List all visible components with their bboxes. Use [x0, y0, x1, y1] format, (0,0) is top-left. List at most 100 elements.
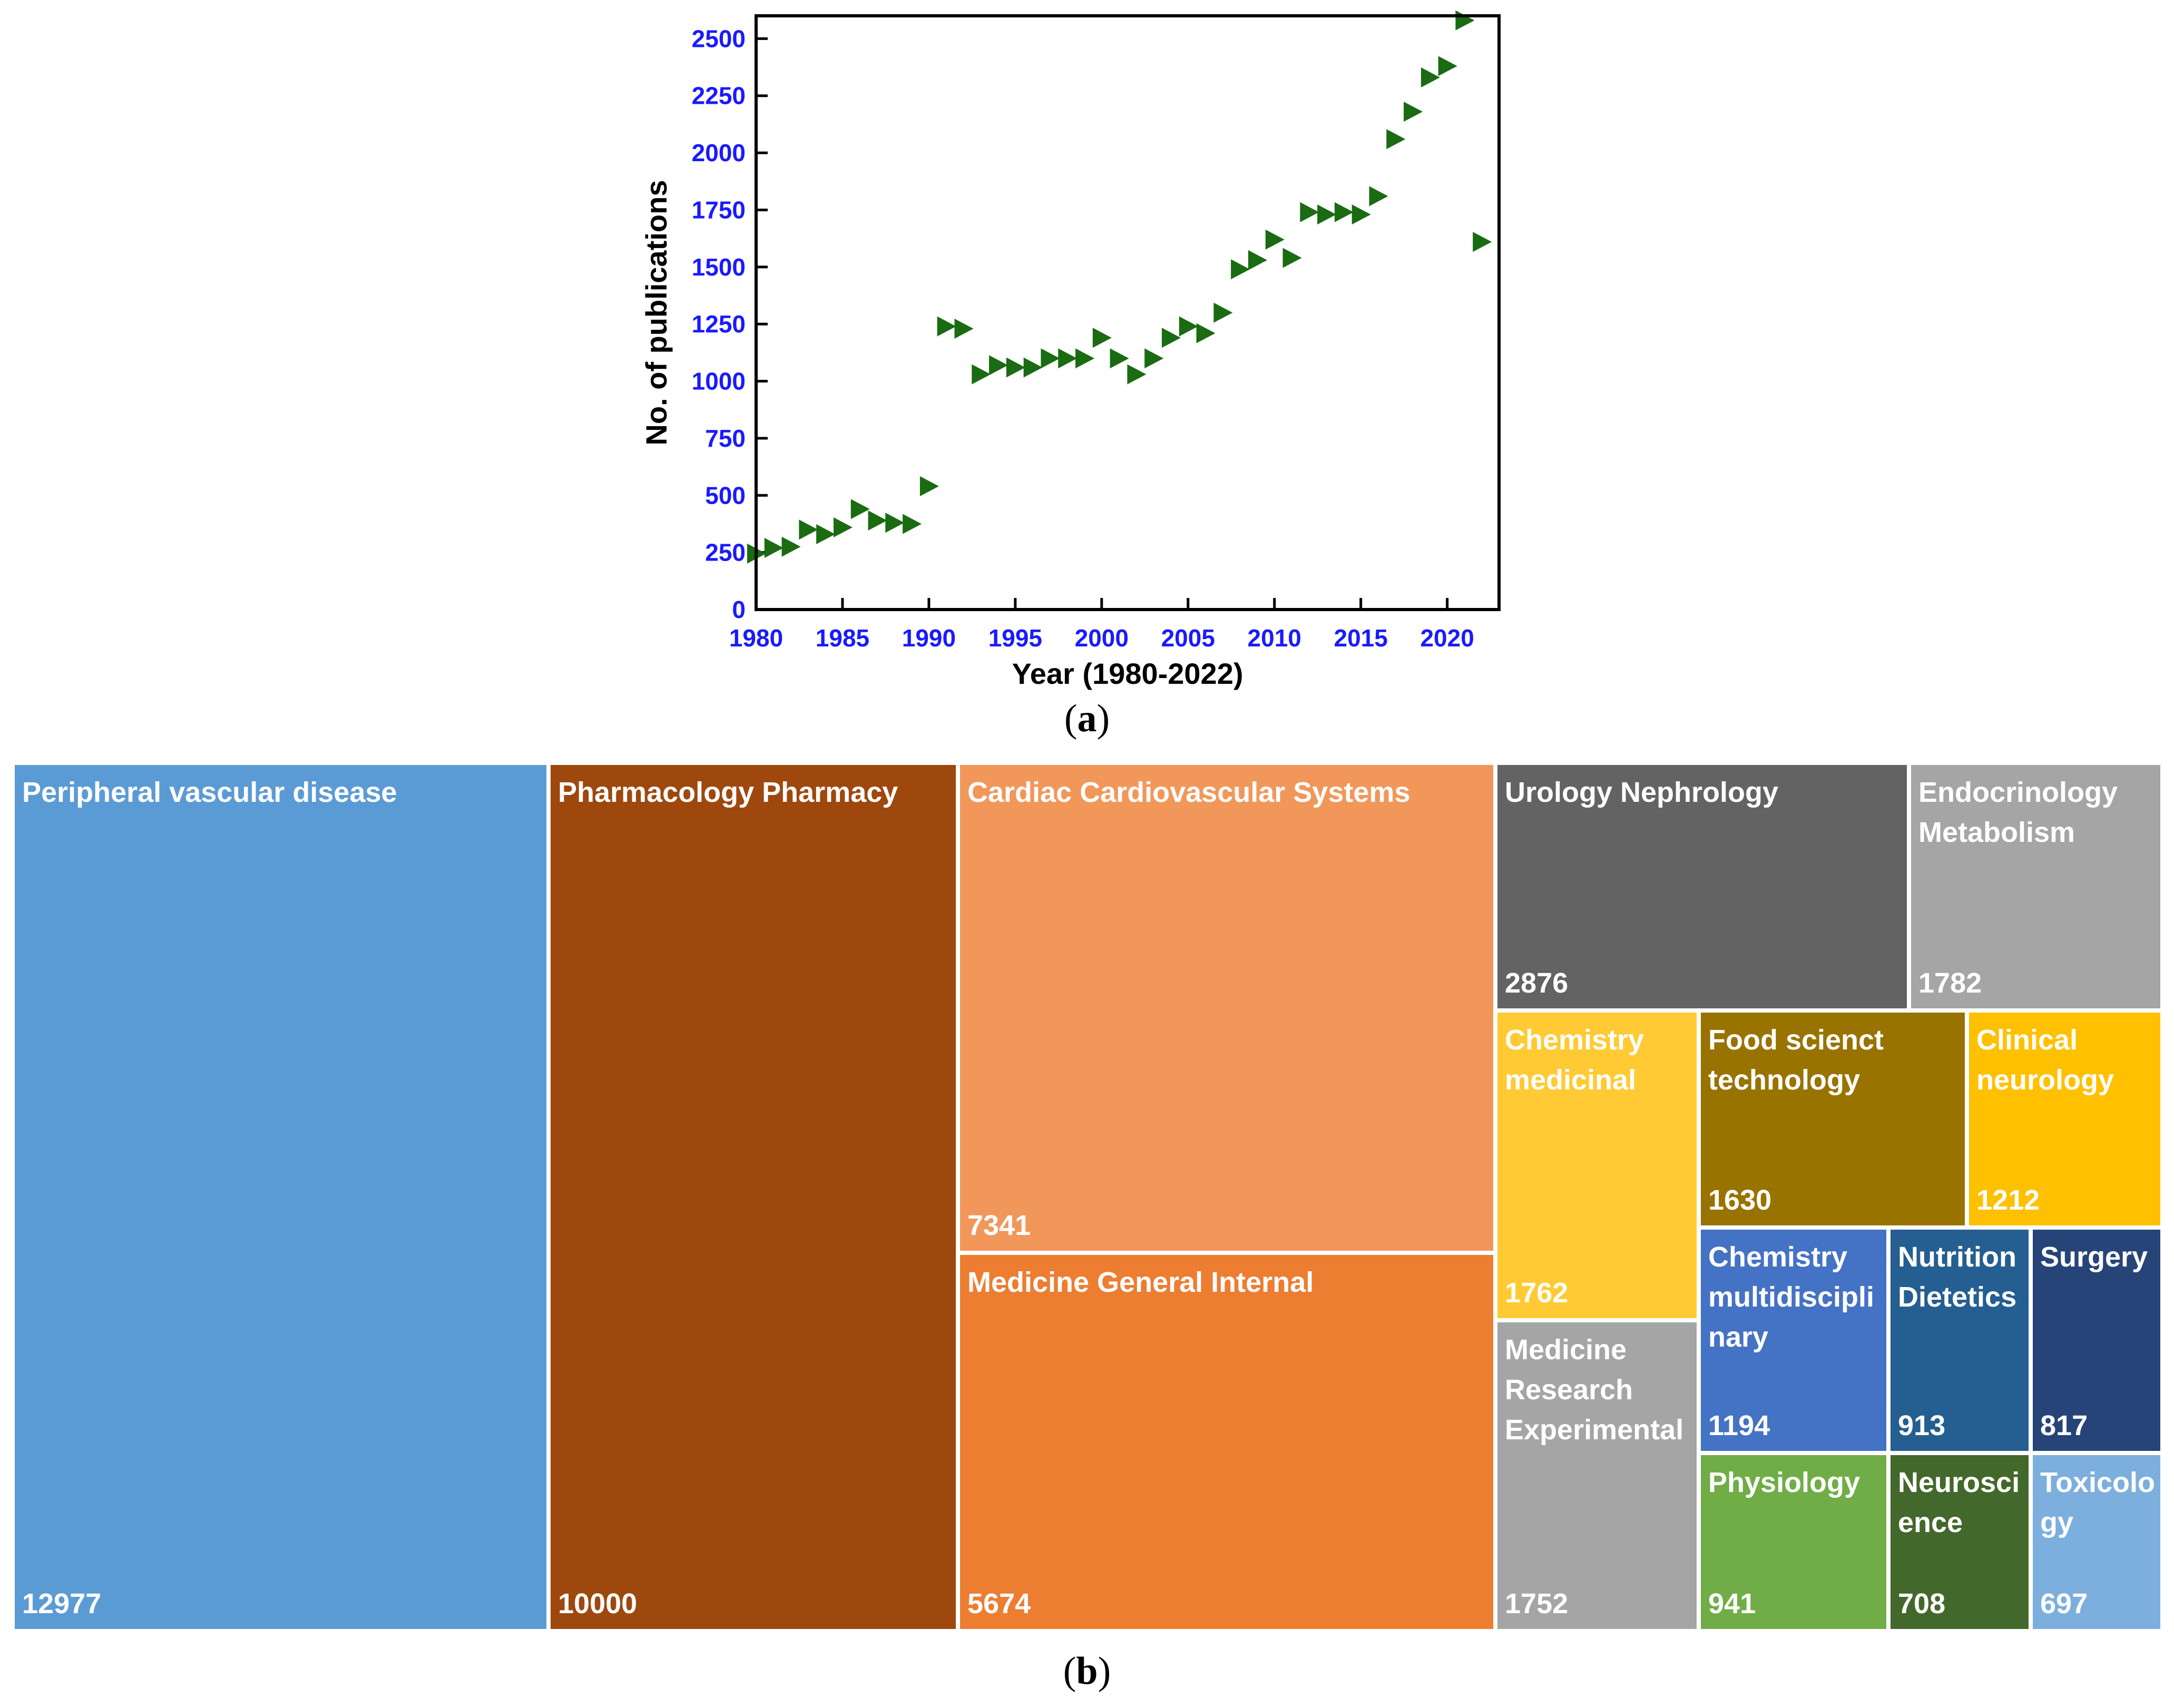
tile-label: Surgery [2040, 1241, 2148, 1273]
plot-frame [755, 14, 1501, 611]
label-open-paren: ( [1064, 697, 1078, 740]
tile-value: 2876 [1505, 967, 1569, 999]
label-close-paren: ) [1096, 697, 1110, 740]
scatter-point [1110, 348, 1129, 369]
scatter-point [1058, 348, 1078, 369]
tile-label: Cardiac Cardiovascular Systems [967, 777, 1411, 808]
scatter-point [781, 536, 801, 557]
scatter-point [1144, 348, 1164, 369]
scatter-point [919, 476, 939, 496]
x-tick-label: 2020 [1420, 624, 1474, 652]
tile-value: 1752 [1505, 1588, 1569, 1619]
tile-label: Neurosci ence [1898, 1467, 2020, 1538]
scatter-point [1334, 202, 1354, 222]
y-tick-label: 1750 [692, 196, 746, 223]
scatter-point [1386, 129, 1406, 150]
treemap-tile: Cardiac Cardiovascular Systems 7341 [958, 763, 1495, 1253]
scatter-point [1213, 302, 1233, 323]
scatter-point [1421, 67, 1440, 88]
scatter-point [1092, 328, 1112, 348]
tile-value: 697 [2040, 1588, 2088, 1619]
treemap-tile: Medicine General Internal 5674 [958, 1253, 1495, 1631]
treemap-tile: Toxicolo gy 697 [2031, 1453, 2162, 1631]
y-tick-label: 1500 [692, 253, 746, 281]
label-letter: a [1077, 697, 1097, 740]
scatter-point [868, 510, 887, 531]
tile-value: 1194 [1708, 1410, 1770, 1441]
x-axis-ticks: 1980 1985 1990 1995 2000 2005 2010 2015 2020 [729, 598, 1474, 652]
treemap-tile: Peripheral vascular disease 12977 [13, 763, 549, 1631]
subfigure-label-a: (a) [0, 696, 2174, 741]
scatter-point [816, 524, 836, 544]
scatter-point [1248, 250, 1267, 270]
scatter-point [850, 499, 870, 519]
tile-value: 1212 [1976, 1184, 2040, 1216]
tile-value: 5674 [967, 1588, 1031, 1619]
scatter-point [937, 316, 956, 337]
treemap-tile: Chemistry multidiscipli nary 1194 [1699, 1228, 1888, 1453]
tile-value: 10000 [558, 1588, 638, 1619]
label-letter: b [1076, 1650, 1098, 1693]
tile-label: Toxicolo gy [2040, 1467, 2156, 1538]
scatter-point [954, 318, 974, 339]
tile-label: Peripheral vascular disease [22, 777, 397, 808]
scatter-point [1006, 357, 1025, 378]
y-tick-label: 750 [705, 425, 746, 452]
tile-label: Medicine General Internal [967, 1267, 1314, 1298]
tile-label: Food scienct technology [1708, 1024, 1884, 1096]
scatter-point [1473, 232, 1492, 252]
scatter-point [1161, 328, 1181, 348]
label-close-paren: ) [1098, 1650, 1111, 1693]
scatter-point [903, 514, 922, 534]
y-tick-label: 1250 [692, 310, 746, 338]
x-tick-label: 1990 [902, 624, 956, 652]
tile-value: 1782 [1918, 967, 1982, 999]
tile-value: 817 [2040, 1410, 2088, 1441]
y-tick-label: 2500 [692, 25, 746, 52]
treemap-tile: Urology Nephrology 2876 [1495, 763, 1909, 1010]
x-axis-label: Year (1980-2022) [1012, 657, 1243, 690]
scatter-point [1127, 364, 1147, 385]
scatter-point [1196, 323, 1216, 343]
x-tick-label: 1985 [816, 624, 869, 652]
scatter-point [972, 364, 991, 385]
tile-value: 913 [1898, 1410, 1946, 1441]
scatter-point [1369, 186, 1388, 207]
tile-label: Endocrinology Metabolism [1918, 777, 2118, 848]
label-open-paren: ( [1063, 1650, 1076, 1693]
treemap-tile: Clinical neurology 1212 [1967, 1010, 2162, 1228]
treemap-tile: Surgery 817 [2031, 1228, 2162, 1453]
x-tick-label: 1995 [988, 624, 1042, 652]
treemap-tile: Food scienct technology 1630 [1699, 1010, 1967, 1228]
scatter-point [1179, 316, 1198, 337]
tile-value: 1762 [1505, 1277, 1569, 1309]
y-tick-label: 2000 [692, 139, 746, 166]
treemap-tile: Chemistry medicinal 1762 [1495, 1010, 1699, 1320]
x-tick-label: 2005 [1161, 624, 1215, 652]
x-tick-label: 1980 [729, 624, 783, 652]
scatter-point [1265, 229, 1285, 250]
tile-label: Urology Nephrology [1505, 777, 1779, 808]
y-tick-label: 250 [705, 539, 746, 566]
tile-label: Pharmacology Pharmacy [558, 777, 898, 808]
scatter-point [833, 517, 853, 537]
y-tick-label: 1000 [692, 368, 746, 395]
subfigure-label-b: (b) [0, 1649, 2174, 1694]
scatter-point [1023, 357, 1043, 378]
treemap-tile: Medicine Research Experimental 1752 [1495, 1320, 1699, 1631]
tile-value: 941 [1708, 1588, 1756, 1619]
y-axis-ticks: 0 250 500 750 1000 1250 1500 1750 2000 2250 2500 [692, 25, 768, 623]
y-tick-label: 500 [705, 482, 746, 509]
tile-label: Chemistry multidiscipli nary [1708, 1241, 1875, 1353]
x-tick-label: 2015 [1334, 624, 1388, 652]
treemap-tile: Neurosci ence 708 [1888, 1453, 2031, 1631]
scatter-point [885, 513, 905, 533]
y-tick-label: 2250 [692, 82, 746, 110]
tile-label: Physiology [1708, 1467, 1860, 1498]
scatter-points [747, 10, 1492, 564]
treemap-tile: Nutrition Dietetics 913 [1888, 1228, 2031, 1453]
tile-value: 708 [1898, 1588, 1946, 1619]
scatter-chart: 1980 1985 1990 1995 2000 2005 2010 2015 2020 0 25… [640, 10, 1501, 690]
scatter-point [1300, 202, 1319, 222]
treemap-chart: Peripheral vascular disease 12977 Pharmaco… [13, 763, 2162, 1631]
